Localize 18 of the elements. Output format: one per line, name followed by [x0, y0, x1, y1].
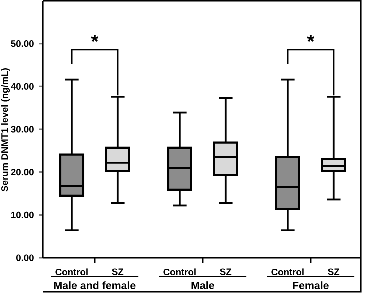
annotation: *	[307, 35, 315, 42]
text: Male	[192, 282, 214, 290]
y-tick-label: 0.00	[16, 254, 34, 262]
text: Male and female	[54, 282, 136, 290]
x-tick-label: Control	[272, 268, 304, 276]
y-tick-label: 50.00	[11, 40, 34, 48]
y-tick-label: 30.00	[11, 126, 34, 133]
y-tick-label: 10.00	[12, 212, 34, 218]
x-tick-label: SZ	[220, 268, 232, 276]
y-axis-title: Serum DNMT1 level (ng/mL)	[1, 68, 10, 192]
x-tick-label: Control	[56, 268, 88, 276]
y-tick-label: 40.00	[11, 83, 34, 90]
x-tick-label: Control	[164, 268, 196, 276]
x-tick-label: SZ	[112, 268, 124, 276]
y-tick-label: 20.00	[11, 169, 34, 176]
x-tick-label: SZ	[328, 268, 340, 276]
text: Female	[293, 282, 329, 290]
annotation: *	[91, 35, 99, 42]
